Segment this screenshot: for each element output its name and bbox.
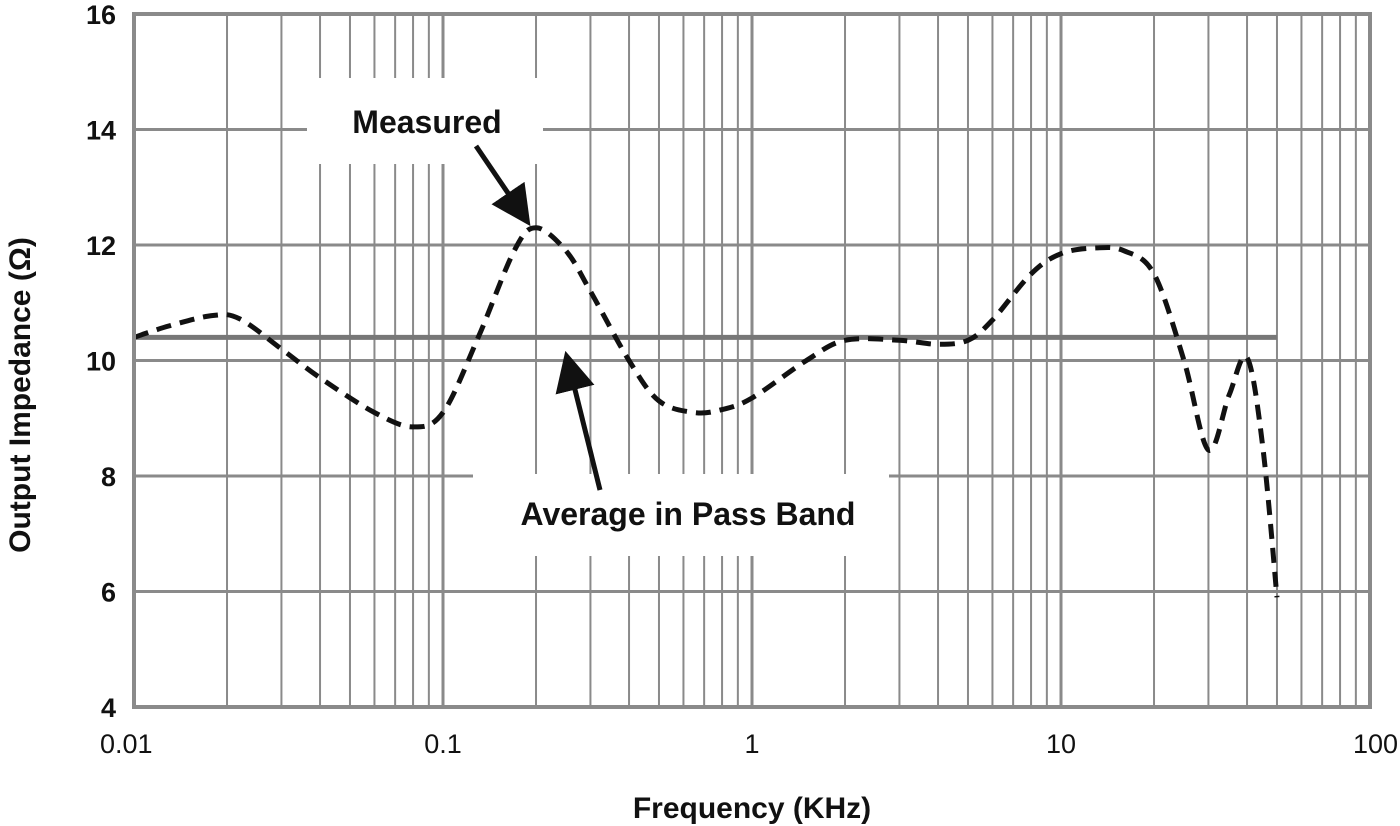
y-tick-label: 6 [101,578,116,608]
x-axis-title: Frequency (KHz) [633,792,871,825]
annotations: Measured Average in Pass Band [352,104,855,532]
x-tick-label: 0.1 [424,729,462,759]
y-axis-title: Output Impedance (Ω) [4,237,37,553]
y-tick-label: 10 [86,347,116,377]
series [133,225,1280,598]
annotation-measured-arrow [473,144,531,227]
annotation-measured-label: Measured [352,104,501,140]
y-tick-label: 4 [101,693,116,723]
tick-labels: 0.01 0.1 1 10 100 4 6 8 10 12 14 16 [86,0,1398,759]
annotation-masks [307,78,889,556]
measured-label-mask [307,78,543,164]
y-tick-label: 16 [86,0,116,30]
annotation-average-label: Average in Pass Band [521,496,856,532]
y-tick-label: 12 [86,231,116,261]
y-tick-label: 8 [101,462,116,492]
average-label-mask [473,474,889,556]
plot-frame [132,12,1372,709]
x-tick-label: 10 [1046,729,1076,759]
series-measured-line [133,225,1280,598]
x-tick-label: 1 [744,729,759,759]
plot-border [132,12,1372,709]
annotation-average-arrow [555,350,603,491]
x-tick-label: 100 [1353,729,1398,759]
x-tick-label: 0.01 [100,729,153,759]
y-tick-label: 14 [86,116,116,146]
